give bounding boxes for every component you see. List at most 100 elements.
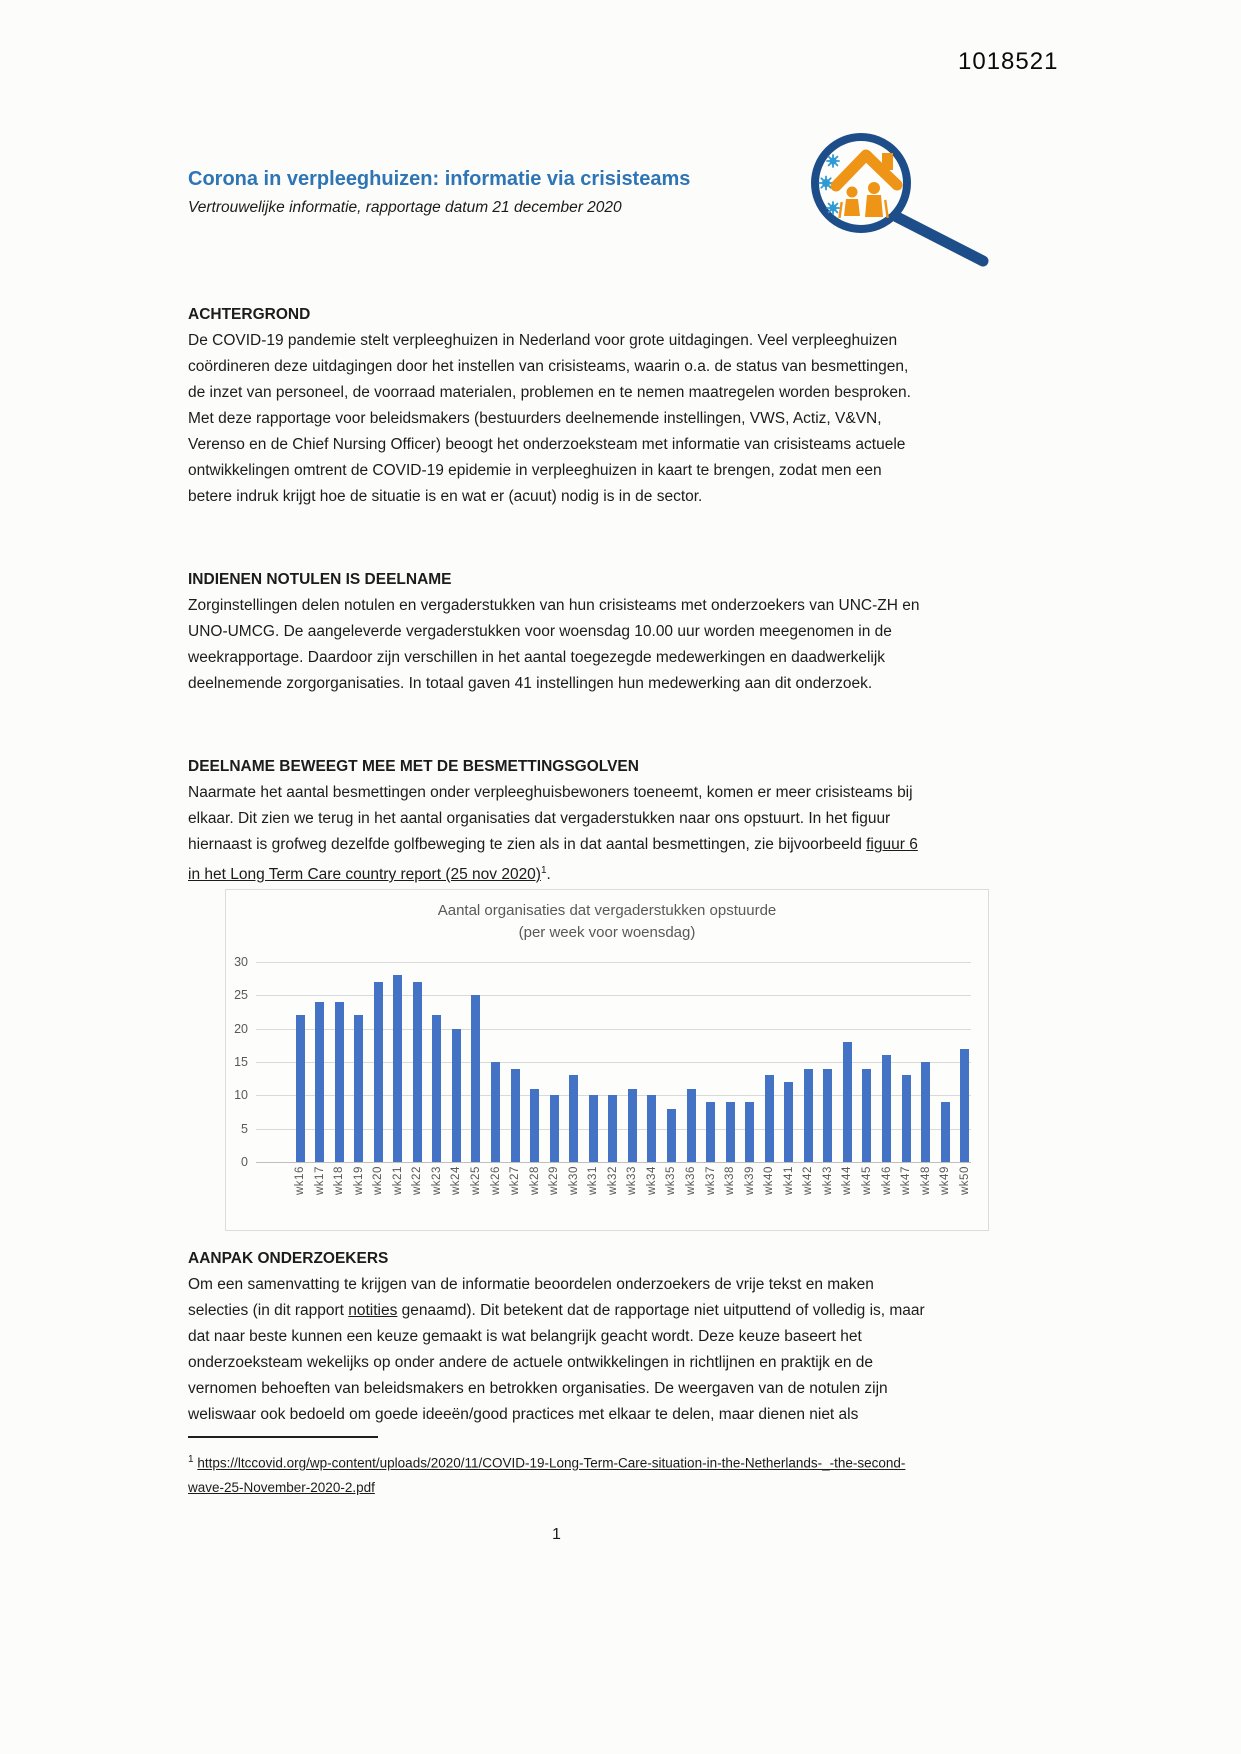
chart-gridline [256, 995, 971, 997]
bar-wk26 [491, 1062, 500, 1162]
virus-icon [818, 154, 840, 215]
bar-wk41 [784, 1082, 794, 1162]
footnote: 1 https://ltccovid.org/wp-content/upload… [188, 1448, 925, 1500]
bar-wk44 [842, 1042, 852, 1162]
bar-wk33 [627, 1088, 637, 1162]
x-axis-tick-label: wk30 [567, 1166, 580, 1195]
y-axis-tick-label: 15 [234, 1055, 248, 1069]
x-axis-tick-label: wk40 [763, 1166, 776, 1195]
bar-wk21 [393, 975, 403, 1162]
bar-wk38 [725, 1102, 735, 1162]
bar-wk28 [530, 1088, 540, 1162]
bar-wk31 [588, 1095, 598, 1162]
bar-wk27 [510, 1068, 520, 1162]
chart-gridline [256, 962, 971, 963]
bar-wk22 [412, 982, 422, 1162]
chart-gridline [256, 1162, 971, 1163]
bar-wk25 [471, 995, 481, 1162]
bar-wk39 [745, 1102, 755, 1162]
x-axis-tick-label: wk33 [626, 1166, 639, 1195]
section-heading: ACHTERGROND [188, 306, 311, 323]
house-roof-icon [830, 149, 903, 192]
magnifier-house-elderly-logo-icon [811, 133, 989, 267]
bar-wk36 [686, 1088, 696, 1162]
bar-wk34 [647, 1095, 657, 1162]
chart-title: Aantal organisaties dat vergaderstukken … [226, 900, 988, 944]
x-axis-tick-label: wk48 [919, 1166, 932, 1195]
bar-wk20 [373, 982, 383, 1162]
paragraph: Met deze rapportage voor beleidsmakers (… [188, 410, 906, 505]
x-axis-tick-label: wk38 [724, 1166, 737, 1195]
x-axis-tick-label: wk36 [685, 1166, 697, 1195]
x-axis-tick-label: wk18 [333, 1166, 346, 1195]
bar-wk17 [315, 1002, 325, 1162]
paragraph: Om een samenvatting te krijgen van de in… [188, 1272, 925, 1428]
x-axis-tick-label: wk34 [645, 1166, 658, 1195]
x-axis-tick-label: wk27 [509, 1166, 522, 1195]
x-axis-tick-label: wk37 [704, 1166, 717, 1195]
paragraph: Naarmate het aantal besmettingen onder v… [188, 780, 925, 888]
x-axis-tick-label: wk49 [939, 1166, 952, 1195]
y-axis-tick-label: 0 [241, 1155, 248, 1169]
underlined-term: notities [348, 1302, 398, 1319]
x-axis-tick-label: wk46 [880, 1166, 893, 1195]
bar-wk24 [451, 1028, 461, 1162]
x-axis-tick-label: wk42 [802, 1166, 815, 1195]
x-axis-tick-label: wk31 [587, 1166, 600, 1195]
chart-gridline [256, 1028, 971, 1030]
bar-wk37 [706, 1102, 716, 1162]
bar-wk50 [960, 1048, 970, 1162]
footnote-url-link[interactable]: https://ltccovid.org/wp-content/uploads/… [188, 1455, 906, 1495]
paragraph-text: Om een samenvatting te krijgen van de in… [188, 1276, 874, 1319]
x-axis-tick-label: wk16 [294, 1166, 306, 1195]
bar-wk48 [921, 1062, 931, 1162]
bar-wk16 [295, 1015, 305, 1162]
x-axis-tick-label: wk47 [900, 1166, 913, 1195]
paragraph-text: genaamd). Dit betekent dat de rapportage… [188, 1302, 925, 1423]
paragraph: Zorginstellingen delen notulen en vergad… [188, 597, 920, 692]
bar-wk19 [354, 1015, 364, 1162]
bar-wk45 [862, 1068, 872, 1162]
x-axis-tick-label: wk29 [548, 1166, 561, 1195]
x-axis-tick-label: wk19 [352, 1166, 365, 1195]
footnote-separator [188, 1436, 378, 1438]
bar-wk32 [608, 1095, 618, 1162]
x-axis-tick-label: wk50 [958, 1166, 971, 1195]
paragraph: De COVID-19 pandemie stelt verpleeghuize… [188, 332, 911, 401]
x-axis-tick-label: wk21 [391, 1166, 404, 1195]
x-axis-tick-label: wk32 [606, 1166, 619, 1195]
section-heading: INDIENEN NOTULEN IS DEELNAME [188, 571, 452, 588]
report-link[interactable]: figuur 6 in het Long Term Care country r… [188, 836, 918, 884]
section-indienen-notulen: INDIENEN NOTULEN IS DEELNAME Zorginstell… [188, 567, 925, 697]
x-axis-tick-label: wk43 [821, 1166, 834, 1195]
document-number: 1018521 [958, 48, 1059, 75]
x-axis-tick-label: wk26 [489, 1166, 502, 1195]
chart-title-line1: Aantal organisaties dat vergaderstukken … [437, 902, 777, 919]
section-heading: DEELNAME BEWEEGT MEE MET DE BESMETTINGSG… [188, 758, 639, 775]
section-heading: AANPAK ONDERZOEKERS [188, 1250, 389, 1267]
bar-wk40 [764, 1075, 774, 1162]
bar-chart: Aantal organisaties dat vergaderstukken … [225, 889, 989, 1231]
page-number: 1 [552, 1526, 561, 1543]
y-axis-tick-label: 20 [234, 1021, 248, 1036]
bar-wk30 [569, 1075, 579, 1162]
x-axis-tick-label: wk44 [841, 1166, 854, 1195]
y-axis-tick-label: 10 [234, 1088, 248, 1103]
x-axis-tick-label: wk45 [860, 1166, 873, 1195]
bar-wk43 [823, 1068, 833, 1162]
elderly-couple-icon [838, 182, 889, 219]
x-axis-tick-label: wk25 [469, 1166, 482, 1195]
x-axis-tick-label: wk17 [313, 1166, 326, 1195]
bar-wk29 [549, 1095, 559, 1162]
x-axis-tick-label: wk28 [528, 1166, 541, 1195]
x-axis-tick-label: wk23 [430, 1166, 443, 1195]
bar-wk46 [882, 1055, 891, 1162]
bar-wk49 [940, 1102, 950, 1162]
chart-title-line2: (per week voor woensdag) [518, 924, 696, 941]
x-axis-tick-label: wk35 [665, 1166, 678, 1195]
paragraph-text: Naarmate het aantal besmettingen onder v… [188, 784, 913, 853]
footnote-number: 1 [188, 1454, 194, 1465]
y-axis-tick-label: 25 [234, 988, 248, 1003]
x-axis-tick-label: wk24 [450, 1166, 463, 1195]
